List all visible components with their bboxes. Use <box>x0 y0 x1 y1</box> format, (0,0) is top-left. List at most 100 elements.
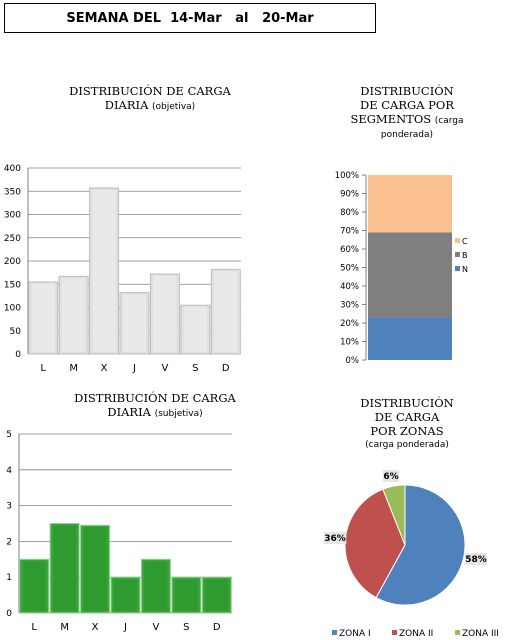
chart3-x-tick-label: D <box>213 622 221 633</box>
chart1-bar-highlight-D <box>214 271 238 352</box>
chart1-y-tick-label: 200 <box>4 257 21 267</box>
chart2-y-tick-label: 80% <box>340 208 359 218</box>
chart4-legend-swatch-ZONA-I <box>332 630 337 635</box>
chart4-data-label-bg <box>464 553 488 565</box>
chart1-x-tick-label: D <box>222 363 230 374</box>
chart3-y-tick-label: 1 <box>6 573 12 583</box>
chart2-segment-C <box>368 175 452 233</box>
chart3-title-line1: DISTRIBUCIÓN DE CARGA <box>74 391 236 405</box>
chart2-y-tick-label: 20% <box>340 319 359 329</box>
chart2-y-tick-label: 10% <box>340 338 359 348</box>
chart3-title-line2: DIARIA <box>107 405 151 419</box>
chart4-legend-label-ZONA-II: ZONA II <box>399 629 433 639</box>
chart2-y-tick-label: 70% <box>340 227 359 237</box>
chart2-y-tick-label: 60% <box>340 245 359 255</box>
chart3-bar-highlight-D <box>205 579 229 611</box>
chart1-bar-highlight-M <box>62 278 86 352</box>
week-al-label: al <box>235 10 249 26</box>
chart1-bar-highlight-X <box>92 189 116 352</box>
chart3-y-tick-label: 0 <box>6 609 12 619</box>
chart4-data-label-bg <box>323 532 347 544</box>
chart4-subtitle: (carga ponderada) <box>365 440 449 450</box>
chart1-bar-highlight-V <box>153 276 177 352</box>
chart4-data-label: 6% <box>383 472 398 482</box>
chart3-x-tick-label: J <box>123 622 127 633</box>
chart1-y-tick-label: 250 <box>4 234 21 244</box>
chart2-title-line3: SEGMENTOS <box>350 112 432 126</box>
chart3-bar-highlight-J <box>114 579 137 611</box>
chart2-y-tick-label: 0% <box>346 356 360 366</box>
chart1-x-tick-label: L <box>40 363 46 374</box>
chart2-legend-swatch-C <box>455 238 460 243</box>
chart1-subtitle: (objetiva) <box>152 102 196 112</box>
chart2-segment-B <box>368 232 452 318</box>
chart4-legend-swatch-ZONA-III <box>455 630 460 635</box>
chart3-y-tick-label: 2 <box>6 537 12 547</box>
chart2-legend-swatch-N <box>455 266 460 271</box>
chart3-y-tick-label: 3 <box>6 502 12 512</box>
chart1-x-tick-label: M <box>69 363 78 374</box>
chart2-legend-label-B: B <box>462 251 468 260</box>
chart4-legend-label-ZONA-III: ZONA III <box>462 629 499 639</box>
chart3-bar-highlight-S <box>174 579 198 611</box>
chart3-title: DISTRIBUCIÓN DE CARGA DIARIA (subjetiva) <box>45 391 265 421</box>
chart2-y-tick-label: 50% <box>340 264 359 274</box>
chart3-y-tick-label: 4 <box>6 466 12 476</box>
chart2-legend-swatch-B <box>455 252 460 257</box>
chart3-bar-highlight-V <box>144 561 168 611</box>
chart1-y-tick-label: 150 <box>4 280 21 290</box>
chart1-title: DISTRIBUCIÓN DE CARGA DIARIA (objetiva) <box>40 84 260 114</box>
chart1-x-tick-label: V <box>162 363 169 374</box>
chart1-y-tick-label: 300 <box>4 211 21 221</box>
week-header: SEMANA DEL 14-Mar al 20-Mar <box>4 3 376 33</box>
chart4-title: DISTRIBUCIÓN DE CARGA POR ZONAS (carga p… <box>332 396 482 452</box>
chart4-title-line3: POR ZONAS <box>370 424 444 438</box>
week-start-date: 14-Mar <box>170 10 222 26</box>
chart4-legend-swatch-ZONA-II <box>392 630 397 635</box>
chart1-x-tick-label: J <box>132 363 136 374</box>
chart3-bar-highlight-L <box>22 561 46 611</box>
chart4-title-line1: DISTRIBUCIÓN <box>360 396 454 410</box>
chart1-y-tick-label: 350 <box>4 187 21 197</box>
chart4-legend-label-ZONA-I: ZONA I <box>339 629 371 639</box>
chart3-y-tick-label: 5 <box>6 430 12 440</box>
chart1-bar-highlight-L <box>31 283 55 352</box>
chart2-legend-label-C: C <box>462 237 468 246</box>
chart4-title-line2: DE CARGA <box>374 410 440 424</box>
chart3-bar-highlight-X <box>83 527 107 611</box>
chart3-x-tick-label: X <box>92 622 99 633</box>
chart1-bar-highlight-S <box>183 307 207 352</box>
chart3-x-tick-label: M <box>60 622 69 633</box>
chart2-segment-N <box>368 317 452 360</box>
chart1-y-tick-label: 50 <box>10 327 22 337</box>
chart2-subtitle-line2: ponderada) <box>380 130 434 140</box>
chart1-bar-highlight-J <box>123 294 146 352</box>
chart4-data-label-bg <box>382 470 400 482</box>
chart1-title-line2: DIARIA <box>104 98 149 112</box>
chart3-subtitle: (subjetiva) <box>154 409 203 419</box>
chart4-slice-ZONA-I <box>375 484 466 606</box>
chart2-title: DISTRIBUCIÓN DE CARGA POR SEGMENTOS (car… <box>322 84 492 142</box>
chart2-y-tick-label: 40% <box>340 282 359 292</box>
week-end-date: 20-Mar <box>262 10 314 26</box>
chart4-slice-ZONA-III <box>382 484 406 546</box>
chart2-y-tick-label: 30% <box>340 301 359 311</box>
chart2-legend-label-N: N <box>462 265 468 274</box>
chart3-x-tick-label: S <box>183 622 189 633</box>
chart4-data-label: 58% <box>465 555 487 565</box>
chart4-data-label: 36% <box>324 534 346 544</box>
chart1-y-tick-label: 400 <box>4 164 21 174</box>
chart2-title-line2: DE CARGA POR <box>359 98 454 112</box>
chart2-subtitle: (carga <box>434 116 464 126</box>
chart2-y-tick-label: 90% <box>340 190 359 200</box>
chart2-title-line1: DISTRIBUCIÓN <box>360 84 454 98</box>
chart1-x-tick-label: X <box>101 363 108 374</box>
chart1-x-tick-label: S <box>192 363 198 374</box>
chart3-bar-highlight-M <box>53 525 77 611</box>
chart1-y-tick-label: 100 <box>4 304 21 314</box>
week-label: SEMANA DEL <box>66 10 161 26</box>
chart3-x-tick-label: V <box>153 622 160 633</box>
chart1-title-line1: DISTRIBUCIÓN DE CARGA <box>69 84 231 98</box>
chart1-y-tick-label: 0 <box>15 350 21 360</box>
